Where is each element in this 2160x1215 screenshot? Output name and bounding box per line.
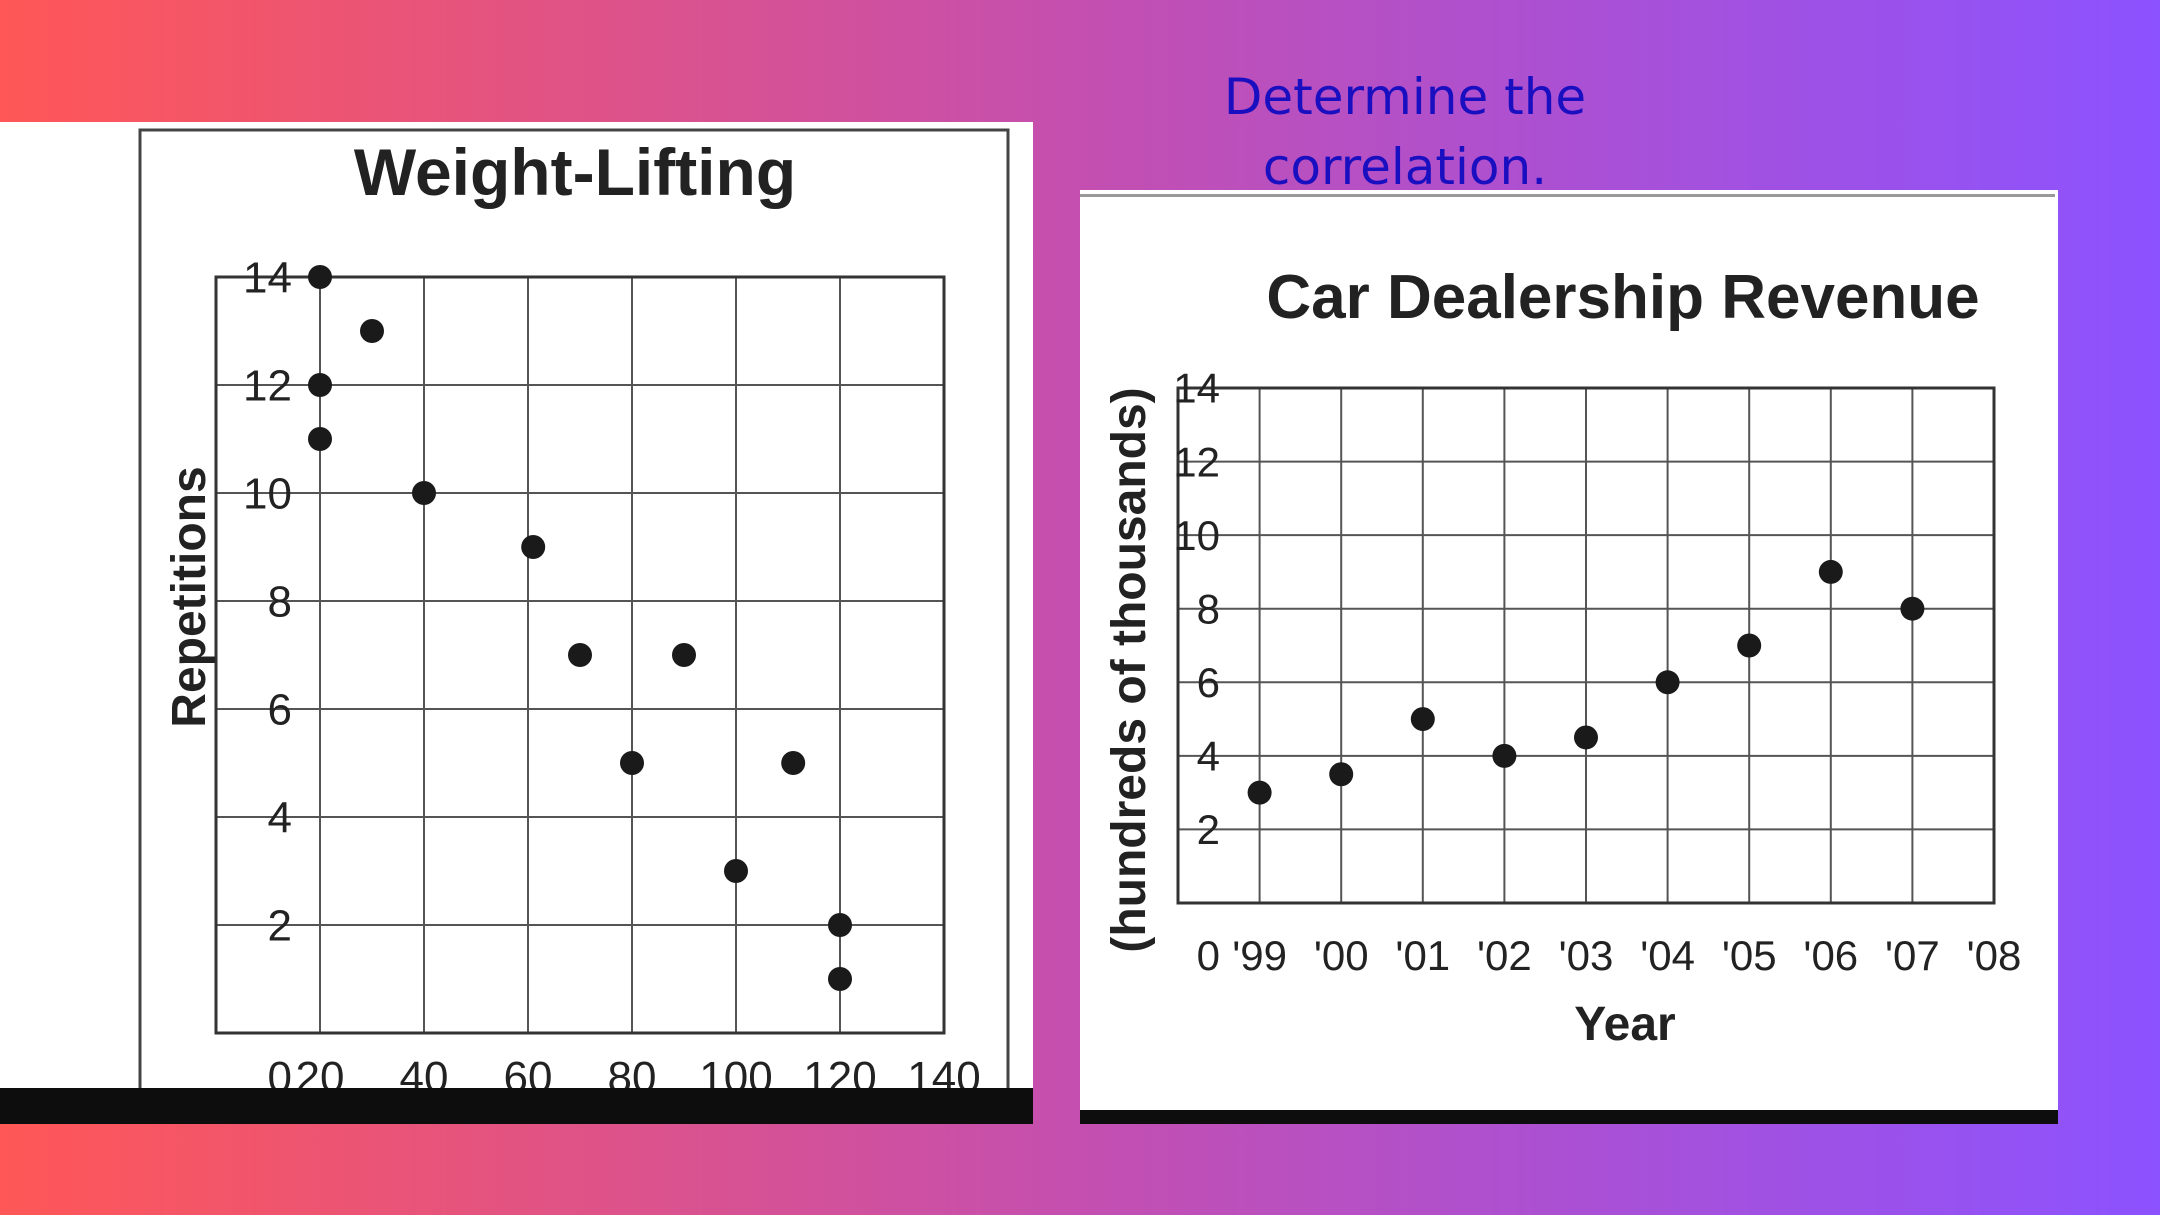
y-tick-label: 14 — [243, 253, 292, 302]
y-tick-label: 12 — [1173, 438, 1220, 485]
plot-area — [1176, 386, 1996, 905]
y-axis-label: (hundreds of thousands) — [1103, 387, 1156, 952]
x-axis-label: Year — [1574, 998, 1675, 1051]
data-point — [781, 751, 806, 775]
x-tick-label: '08 — [1967, 932, 2022, 979]
y-tick-label: 8 — [1197, 585, 1220, 632]
data-point — [308, 427, 332, 451]
data-point — [1900, 596, 1925, 621]
y-axis-label: Repetitions — [163, 466, 216, 727]
data-point — [1655, 670, 1680, 695]
data-point — [620, 751, 644, 775]
data-point — [1574, 725, 1598, 750]
y-tick-label: 6 — [1197, 659, 1220, 706]
y-tick-label: 14 — [1173, 365, 1220, 412]
data-point — [828, 967, 852, 991]
data-point — [1329, 762, 1354, 787]
data-point — [672, 643, 696, 667]
data-point — [1247, 780, 1272, 805]
chart-title: Car Dealership Revenue — [1266, 263, 1979, 332]
plot-area — [214, 275, 946, 1035]
data-point — [1737, 633, 1762, 658]
car-dealership-chart-panel: Car Dealership Revenue '99 '00 '01 '02 '03 '04… — [1080, 190, 2058, 1124]
y-tick-label: 4 — [1197, 733, 1220, 780]
y-tick-label: 6 — [268, 685, 292, 734]
x-tick-label: '07 — [1885, 932, 1940, 979]
weight-lifting-chart-panel: Weight-Lifting 20 40 60 80 100 120 140 2 4 6 8 10 12 1… — [0, 122, 1033, 1124]
x-tick-label: '99 — [1232, 932, 1287, 979]
x-tick-label: '03 — [1559, 932, 1614, 979]
chart-frame — [138, 128, 1010, 1124]
origin-label: 0 — [1197, 932, 1220, 979]
data-point — [1492, 743, 1517, 768]
x-tick-label: '02 — [1477, 932, 1532, 979]
y-tick-label: 8 — [268, 577, 292, 626]
data-point — [308, 265, 332, 289]
data-point — [568, 643, 592, 667]
left-panel-bottom-bar — [0, 1088, 1033, 1124]
x-tick-label: '00 — [1314, 932, 1369, 979]
data-point — [360, 319, 384, 343]
car-dealership-revenue-chart: Car Dealership Revenue '99 '00 '01 '02 '03 '04… — [1080, 194, 2055, 1051]
x-tick-label: '05 — [1722, 932, 1777, 979]
data-point — [828, 913, 852, 937]
y-tick-label: 2 — [268, 901, 292, 950]
data-point — [1410, 707, 1435, 732]
data-point — [412, 481, 436, 505]
y-tick-label: 10 — [1173, 512, 1220, 559]
y-tick-label: 4 — [268, 793, 292, 842]
y-tick-label: 12 — [243, 361, 292, 410]
data-point — [308, 373, 332, 397]
chart-title: Weight-Lifting — [354, 135, 796, 209]
x-tick-label: '06 — [1803, 932, 1858, 979]
y-tick-label: 10 — [243, 469, 292, 518]
right-panel-bottom-bar — [1080, 1110, 2058, 1124]
x-tick-label: '01 — [1395, 932, 1450, 979]
data-point — [724, 859, 748, 883]
chart-frame — [1080, 194, 2055, 197]
prompt-text: Determine the correlation. — [1223, 68, 1587, 196]
data-point — [1818, 559, 1843, 584]
x-tick-label: '04 — [1640, 932, 1695, 979]
data-point — [521, 535, 546, 559]
y-tick-label: 2 — [1197, 806, 1220, 853]
